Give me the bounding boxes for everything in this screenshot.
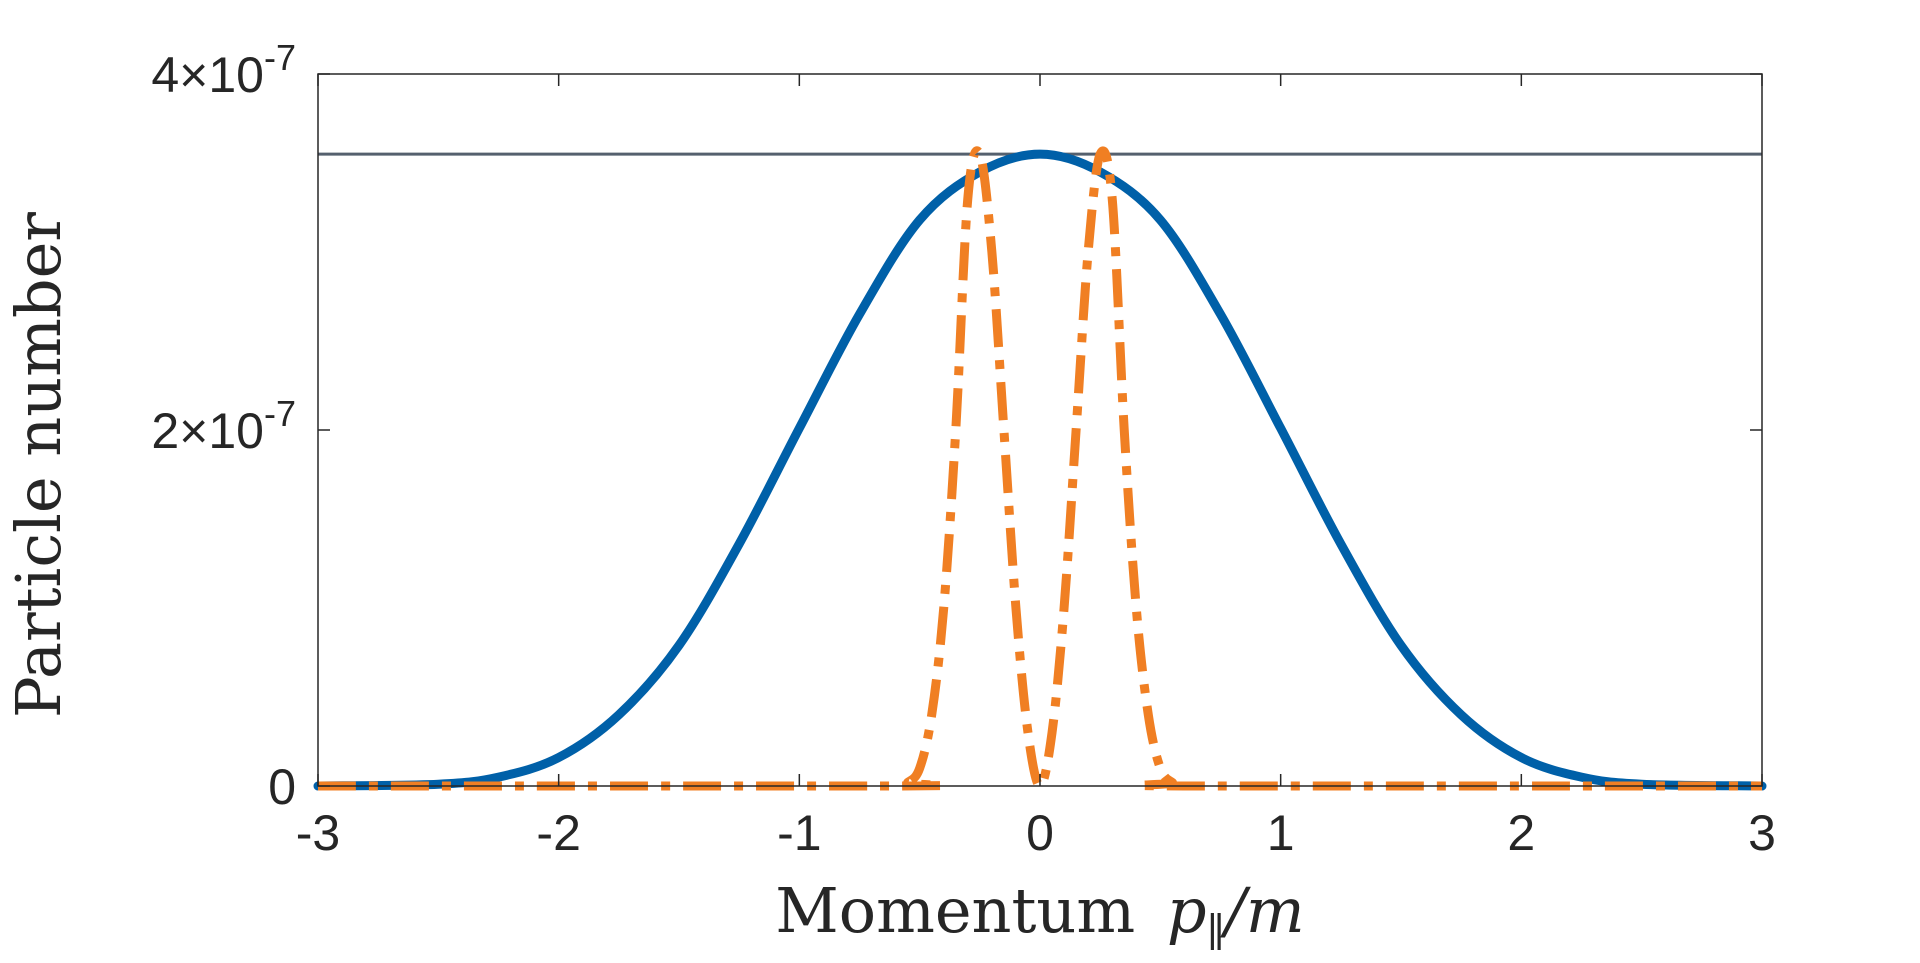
x-axis-title-rest: /m [1220,874,1305,947]
y-tick-mantissa: 0 [268,759,296,815]
series-line-1 [313,149,1767,791]
x-axis-title-subscript: ∥ [1207,910,1225,956]
y-tick-mantissa: 2×10 [151,403,264,459]
y-tick-exponent: -7 [264,37,296,78]
series-line-2 [318,146,1762,791]
plot-area [313,146,1767,791]
y-tick-label: 0 [268,759,296,815]
axes-box [317,73,1763,787]
y-tick-exponent: -7 [264,393,296,434]
x-axis-title-variable: p [1167,874,1207,947]
x-axis-title: Momentum p∥/m [775,874,1304,956]
y-tick-label: 4×10-7 [151,37,296,103]
x-axis-title-text: Momentum [775,874,1155,947]
x-tick-label: 3 [1748,805,1776,861]
y-tick-label: 2×10-7 [151,393,296,459]
axes [317,73,1763,787]
y-tick-mantissa: 4×10 [151,47,264,103]
x-tick-label: -3 [296,805,340,861]
x-tick-label: -1 [777,805,821,861]
x-tick-label: 2 [1507,805,1535,861]
x-tick-label: 1 [1267,805,1295,861]
y-axis-title: Particle number [2,212,75,718]
x-tick-label: 0 [1026,805,1054,861]
x-tick-label: -2 [536,805,580,861]
